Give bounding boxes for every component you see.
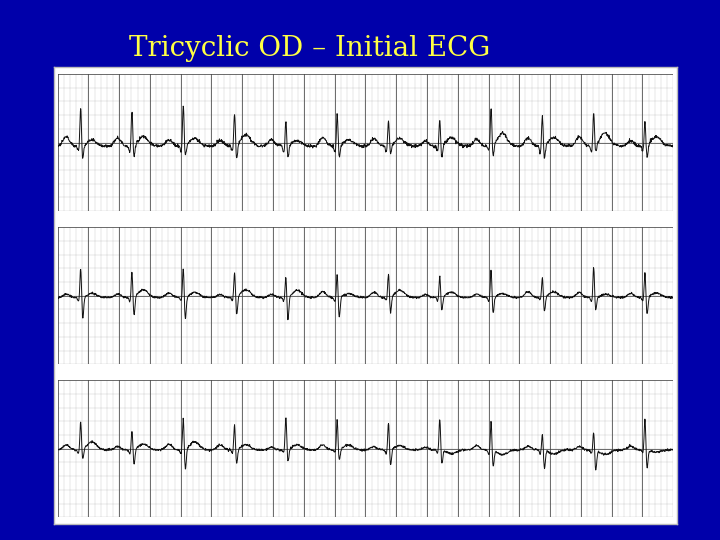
Text: Tricyclic OD – Initial ECG: Tricyclic OD – Initial ECG: [129, 35, 490, 62]
